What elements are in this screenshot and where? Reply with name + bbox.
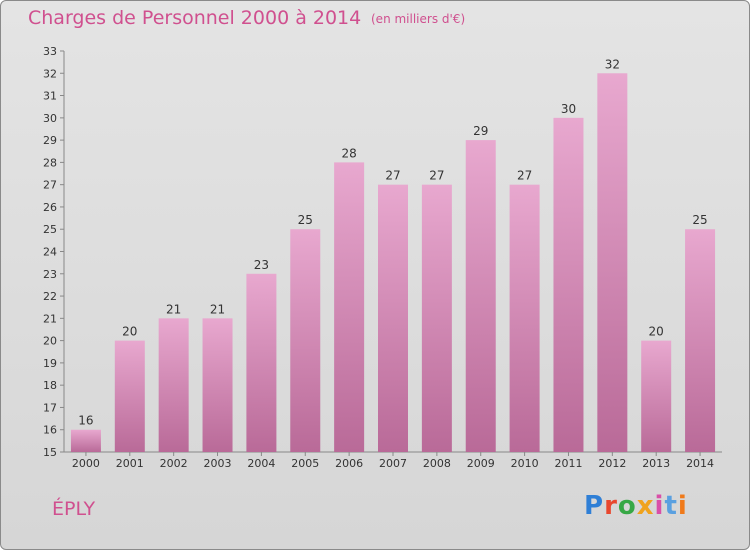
bar-value-label: 25 bbox=[692, 213, 707, 227]
bar-2002 bbox=[158, 318, 189, 452]
x-tick-label: 2012 bbox=[598, 457, 626, 470]
logo-letter: t bbox=[664, 491, 678, 521]
x-tick-label: 2004 bbox=[247, 457, 275, 470]
y-tick-label: 19 bbox=[43, 357, 57, 370]
bar-value-label: 21 bbox=[210, 302, 225, 316]
bar-2003 bbox=[202, 318, 233, 452]
bar-2009 bbox=[465, 140, 496, 452]
bar-2010 bbox=[509, 184, 540, 452]
y-tick-label: 25 bbox=[43, 223, 57, 236]
bar-value-label: 23 bbox=[254, 258, 269, 272]
commune-name: ÉPLY bbox=[52, 498, 96, 520]
proxiti-logo: Proxiti bbox=[584, 491, 688, 521]
bar-2004 bbox=[246, 273, 277, 452]
x-tick-label: 2000 bbox=[72, 457, 100, 470]
y-tick-label: 20 bbox=[43, 335, 57, 348]
logo-letter: i bbox=[677, 491, 688, 521]
x-tick-label: 2014 bbox=[686, 457, 714, 470]
x-tick-label: 2003 bbox=[204, 457, 232, 470]
bar-value-label: 29 bbox=[473, 124, 488, 138]
x-tick-label: 2009 bbox=[467, 457, 495, 470]
bar-value-label: 20 bbox=[122, 325, 137, 339]
x-axis-ticks: 2000 2001 2002 2003 2004 2005 2006 2007 2008 2009… bbox=[72, 452, 714, 470]
x-tick-label: 2001 bbox=[116, 457, 144, 470]
x-tick-label: 2010 bbox=[511, 457, 539, 470]
bar-2007 bbox=[378, 184, 408, 452]
y-tick-label: 16 bbox=[43, 424, 57, 437]
y-tick-label: 15 bbox=[43, 446, 57, 459]
y-tick-label: 21 bbox=[43, 312, 57, 325]
bar-value-label: 32 bbox=[605, 57, 620, 71]
logo-letter: r bbox=[604, 491, 618, 521]
bar-value-label: 27 bbox=[385, 169, 400, 183]
bar-2014 bbox=[685, 229, 716, 452]
bar-2000 bbox=[70, 429, 101, 452]
bar-value-label: 25 bbox=[298, 213, 313, 227]
bar-value-label: 28 bbox=[341, 146, 356, 160]
bar-value-label: 16 bbox=[78, 414, 93, 428]
bar-value-label: 27 bbox=[429, 169, 444, 183]
x-tick-label: 2005 bbox=[291, 457, 319, 470]
logo-letter: x bbox=[636, 491, 655, 521]
bar-2011 bbox=[553, 117, 584, 452]
x-tick-label: 2002 bbox=[160, 457, 188, 470]
y-tick-label: 31 bbox=[43, 90, 57, 103]
y-tick-label: 24 bbox=[43, 246, 57, 259]
bar-value-label: 30 bbox=[561, 102, 576, 116]
logo-letter: i bbox=[654, 491, 665, 521]
logo-letter: P bbox=[584, 491, 605, 521]
y-tick-label: 28 bbox=[43, 156, 57, 169]
y-axis-ticks: 15 16 17 18 19 20 21 22 23 24 25 26 27 28 29 30 31 32 33 bbox=[43, 45, 64, 459]
y-tick-label: 30 bbox=[43, 112, 57, 125]
y-tick-label: 32 bbox=[43, 67, 57, 80]
x-tick-label: 2006 bbox=[335, 457, 363, 470]
bar-2005 bbox=[290, 229, 321, 452]
chart-subtitle: (en milliers d'€) bbox=[371, 12, 466, 26]
bars-group: 16 20 21 21 23 25 28 27 27 29 27 30 32 20 25 bbox=[70, 57, 716, 453]
bar-value-label: 27 bbox=[517, 169, 532, 183]
y-tick-label: 18 bbox=[43, 379, 57, 392]
y-tick-label: 22 bbox=[43, 290, 57, 303]
bar-2008 bbox=[421, 184, 452, 452]
bar-value-label: 20 bbox=[649, 325, 664, 339]
bar-value-label: 21 bbox=[166, 302, 181, 316]
chart-title: Charges de Personnel 2000 à 2014 bbox=[28, 7, 362, 29]
y-tick-label: 29 bbox=[43, 134, 57, 147]
logo-letter: o bbox=[617, 491, 637, 521]
bar-2012 bbox=[597, 73, 628, 453]
x-tick-label: 2007 bbox=[379, 457, 407, 470]
y-tick-label: 33 bbox=[43, 45, 57, 58]
y-tick-label: 17 bbox=[43, 401, 57, 414]
x-tick-label: 2011 bbox=[554, 457, 582, 470]
x-tick-label: 2013 bbox=[642, 457, 670, 470]
bar-2001 bbox=[114, 340, 145, 452]
y-tick-label: 27 bbox=[43, 179, 57, 192]
bar-2013 bbox=[641, 340, 672, 452]
x-tick-label: 2008 bbox=[423, 457, 451, 470]
y-tick-label: 23 bbox=[43, 268, 57, 281]
y-tick-label: 26 bbox=[43, 201, 57, 214]
bar-2006 bbox=[334, 162, 365, 452]
